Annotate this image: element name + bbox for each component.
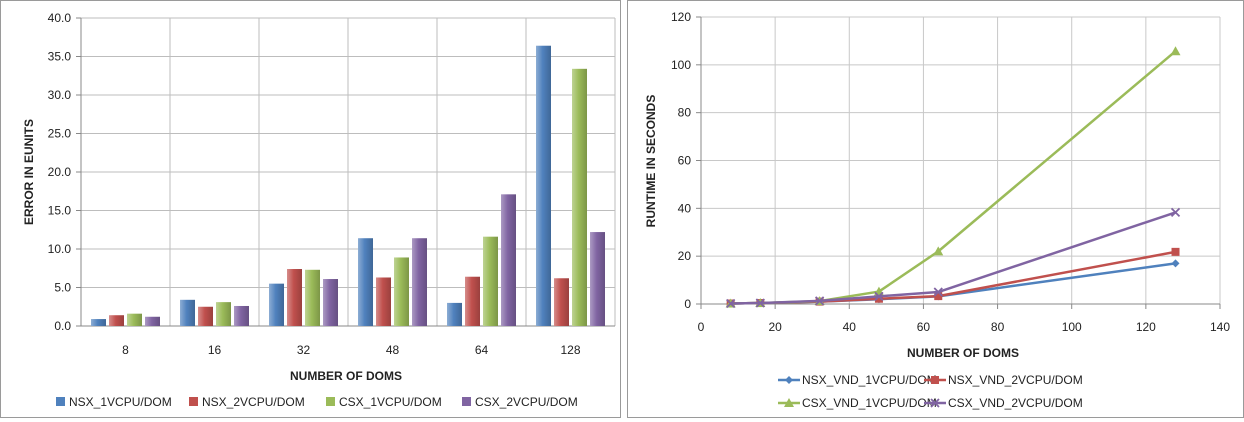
y-tick-label: 40.0 [48, 11, 72, 25]
bar [216, 302, 231, 326]
y-tick-label: 20 [678, 249, 692, 263]
x-tick-label: 60 [917, 320, 931, 334]
bar [127, 313, 142, 326]
bar [305, 269, 320, 326]
bar [554, 278, 569, 326]
y-tick-label: 40 [678, 201, 692, 215]
bar [323, 279, 338, 326]
bar [590, 232, 605, 326]
legend-marker [930, 398, 940, 408]
x-tick-label: 16 [208, 343, 222, 357]
x-tick-label: 140 [1210, 320, 1230, 334]
y-tick-label: 35.0 [48, 50, 72, 64]
y-axis-title: ERROR IN EUNITS [22, 119, 36, 225]
x-tick-label: 80 [991, 320, 1005, 334]
legend-marker [785, 376, 793, 384]
x-tick-label: 120 [1136, 320, 1156, 334]
bar [572, 68, 587, 326]
bar [376, 277, 391, 326]
legend-label: NSX_VND_1VCPU/DOM [802, 373, 937, 387]
bar [358, 238, 373, 326]
y-tick-label: 100 [671, 58, 691, 72]
x-tick-label: 100 [1062, 320, 1082, 334]
bar [465, 276, 480, 326]
bar [109, 315, 124, 326]
y-tick-label: 15.0 [48, 204, 72, 218]
data-point [755, 298, 765, 308]
x-tick-label: 48 [386, 343, 400, 357]
x-tick-label: 64 [475, 343, 489, 357]
y-tick-label: 80 [678, 106, 692, 120]
y-tick-label: 10.0 [48, 242, 72, 256]
panel-divider [621, 0, 627, 420]
runtime-line-chart: RUNTIME IN SECONDS NUMBER OF DOMS 0 20 40 6… [644, 10, 1230, 410]
x-axis-title: NUMBER OF DOMS [907, 346, 1019, 360]
series-line [730, 262, 1176, 305]
bar [412, 238, 427, 326]
bar [501, 194, 516, 326]
y-tick-label: 20.0 [48, 165, 72, 179]
bar [234, 305, 249, 326]
bar [536, 45, 551, 326]
bar [198, 306, 213, 326]
data-point [1171, 247, 1180, 256]
y-tick-label: 30.0 [48, 88, 72, 102]
y-axis-title: RUNTIME IN SECONDS [644, 95, 658, 228]
legend-marker [931, 376, 939, 384]
error-chart-panel: ERROR IN EUNITS NUMBER OF DOMS 0.0 5.0 10.… [0, 0, 621, 418]
bar [145, 316, 160, 326]
legend-marker [784, 398, 794, 407]
legend-swatch [462, 397, 471, 406]
data-point [1170, 207, 1181, 218]
x-tick-label: 8 [122, 343, 129, 357]
legend-label: CSX_VND_2VCPU/DOM [948, 396, 1083, 410]
x-axis-title: NUMBER OF DOMS [290, 369, 402, 383]
data-point [874, 291, 884, 301]
x-tick-label: 32 [297, 343, 311, 357]
legend-label: CSX_2VCPU/DOM [475, 395, 578, 409]
error-bar-chart: ERROR IN EUNITS NUMBER OF DOMS 0.0 5.0 10.… [22, 11, 616, 409]
data-point [726, 298, 736, 309]
legend-label: NSX_2VCPU/DOM [202, 395, 305, 409]
bar [269, 283, 284, 326]
data-point [934, 292, 943, 301]
x-tick-label: 40 [843, 320, 857, 334]
y-tick-label: 5.0 [54, 281, 71, 295]
legend-swatch [326, 397, 335, 406]
runtime-chart-panel: RUNTIME IN SECONDS NUMBER OF DOMS 0 20 40 6… [627, 0, 1244, 418]
data-point [933, 287, 943, 297]
legend-label: CSX_VND_1VCPU/DOM [802, 396, 937, 410]
bar [483, 236, 498, 326]
series-line [730, 211, 1176, 305]
data-point [933, 246, 944, 256]
bar [180, 299, 195, 326]
data-point [874, 294, 883, 303]
y-tick-label: 0 [684, 297, 691, 311]
series-line [730, 250, 1176, 305]
data-point [1171, 259, 1180, 268]
y-tick-label: 120 [671, 10, 691, 24]
bar [287, 269, 302, 326]
legend-label: NSX_VND_2VCPU/DOM [948, 373, 1083, 387]
legend-swatch [189, 397, 198, 406]
data-point [814, 296, 825, 306]
series-line [730, 50, 1177, 305]
bar [447, 302, 462, 326]
x-tick-label: 0 [698, 320, 705, 334]
y-tick-label: 60 [678, 154, 692, 168]
data-point [1170, 46, 1181, 56]
x-tick-label: 128 [560, 343, 580, 357]
legend-swatch [56, 397, 65, 406]
x-tick-label: 20 [768, 320, 782, 334]
y-tick-label: 0.0 [54, 319, 71, 333]
y-tick-label: 25.0 [48, 127, 72, 141]
bar [91, 319, 106, 326]
legend-label: NSX_1VCPU/DOM [69, 395, 172, 409]
legend-label: CSX_1VCPU/DOM [339, 395, 442, 409]
bar [394, 257, 409, 326]
